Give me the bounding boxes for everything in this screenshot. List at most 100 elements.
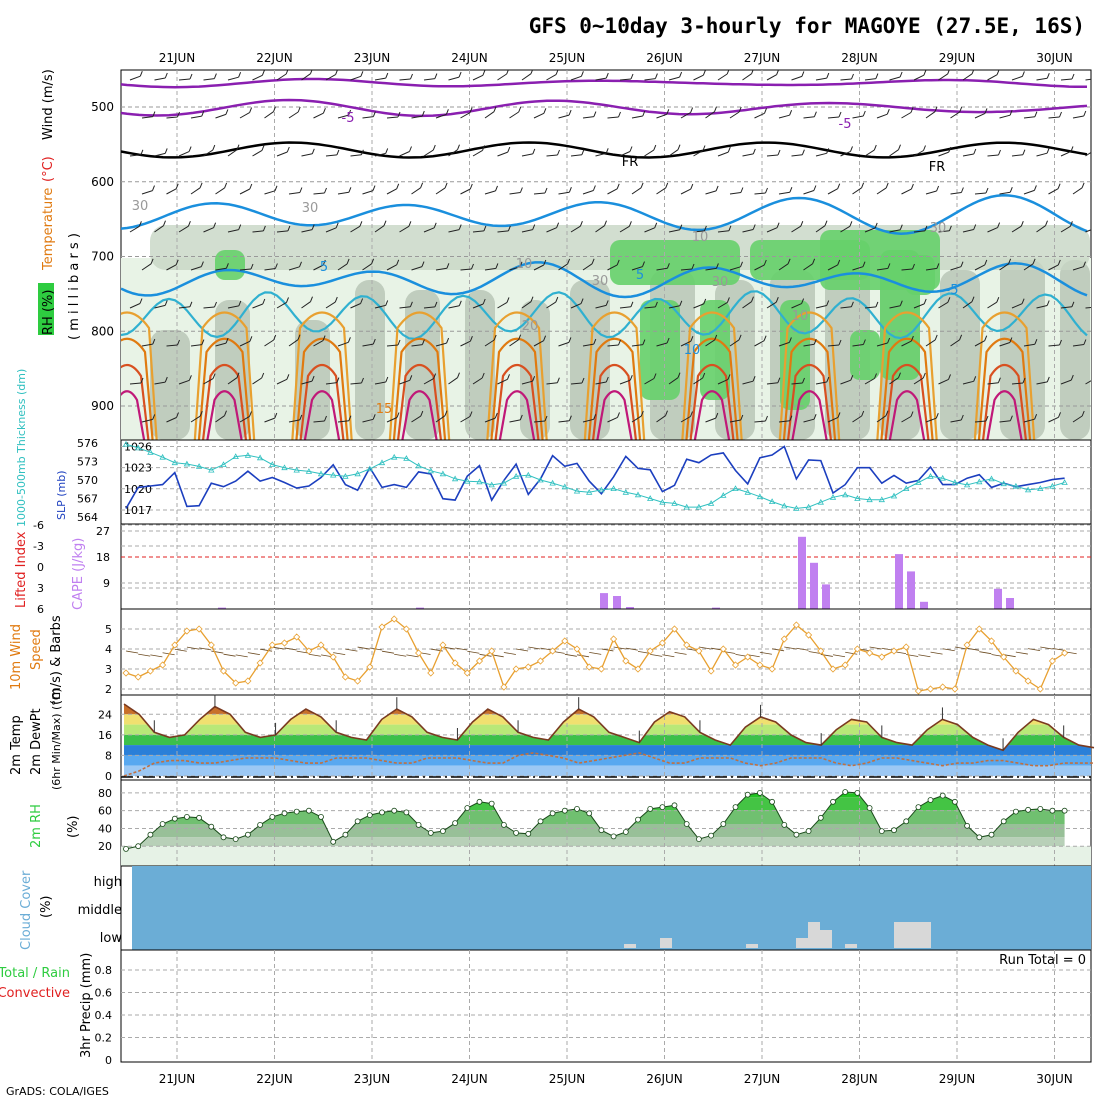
wind-barb [644,378,655,385]
wind-barb [469,107,473,113]
thickness-point [269,461,276,467]
temp-contour [880,337,934,440]
wind-barb [408,221,412,227]
wind-barb [938,230,950,233]
wind10-point [378,623,386,631]
wind-barb [702,372,706,379]
wind-barb [125,650,139,654]
temp-contour [121,390,146,440]
wind-barb [1034,339,1038,345]
thickness-point [220,461,227,467]
wind-barb [595,381,607,385]
wind-barb [619,225,630,233]
wind-barb [446,337,450,344]
temp-contour [591,363,638,440]
temp-contour [197,337,252,440]
wind-barb [971,296,975,302]
wind-barb [691,263,695,270]
wind-barb [201,339,205,345]
wind-barb [239,415,250,423]
wind10-point [878,653,886,661]
wind-barb [434,73,438,79]
wind-barb [324,415,327,422]
wind-barb [728,225,732,231]
wind-barb [1048,416,1059,423]
wind-barb [1070,374,1074,381]
wind-barb [261,145,265,151]
wind-barb [1040,646,1053,650]
temp-contour [876,311,938,440]
wind-barb [274,185,278,191]
wind-barb [362,343,374,347]
wind-barb [742,380,754,385]
wind-barb [409,375,413,381]
rh-green [610,240,740,285]
wind-barb [166,264,177,271]
wind-barb [421,110,425,117]
wind-barb [840,78,852,81]
wind-barb [568,187,572,193]
temp-contour [121,337,154,440]
contour-label: 30 [302,201,319,216]
wind-barb [521,73,532,81]
wind-barb [791,75,803,81]
wind-barb [264,111,274,119]
wind-barb [154,304,166,309]
cape-tick: 27 [96,525,110,538]
freezing-level [121,141,1088,159]
wind-barb [960,261,964,267]
wind-barb [164,72,168,79]
wind10-point [134,673,142,681]
thickness-point [647,495,654,501]
wind-barb [399,78,411,81]
wind-barb [1060,306,1072,309]
wind-barb [471,263,474,270]
wind10-point [256,659,264,667]
thickness-point [415,462,422,469]
wind-barb [503,652,516,655]
thickness-point [232,453,239,459]
wind-barb [654,73,658,79]
wind-barb [313,340,324,347]
wind-barb [224,410,227,416]
wind10-point [975,625,983,633]
wind10-tick: 4 [105,643,112,656]
cloud-low-block [845,944,857,948]
rh2m-tick: 20 [98,840,112,853]
wind-barb [593,111,597,117]
temp-contour [986,390,1023,440]
thickness-point [366,465,373,472]
wind-barb [803,116,815,119]
wind-barb [154,152,166,157]
wind-barb [423,78,435,81]
thickness-point [512,472,520,479]
wind10-point [427,669,435,677]
wind-barb [950,339,960,347]
li-tick: -3 [33,540,44,553]
wind-barb [252,74,263,81]
cloud-low-block [624,944,636,948]
wind-barb [152,414,156,420]
wind-barb [666,337,670,344]
wind-barb [999,114,1011,119]
wind-barb [386,188,397,195]
rh-point [561,807,568,814]
contour-label: -5 [839,117,852,132]
wind10-point [707,667,715,675]
wind-barb [974,420,987,423]
wind-barb [516,648,529,652]
wind-barb [460,188,471,195]
wind-barb [738,106,742,113]
wind-barb [1085,78,1091,81]
temp2m-tick: 8 [105,749,112,762]
wind-barb [1048,116,1060,119]
wind-barb [325,382,337,385]
wind-barb [800,221,804,227]
cloud-low-block [894,922,931,948]
wind-barb [702,145,706,151]
contour-label: 10 [692,230,709,245]
rh-point [805,828,812,834]
wind-barb [224,182,228,189]
wind10-point [634,665,642,673]
wind-barb [203,306,215,309]
